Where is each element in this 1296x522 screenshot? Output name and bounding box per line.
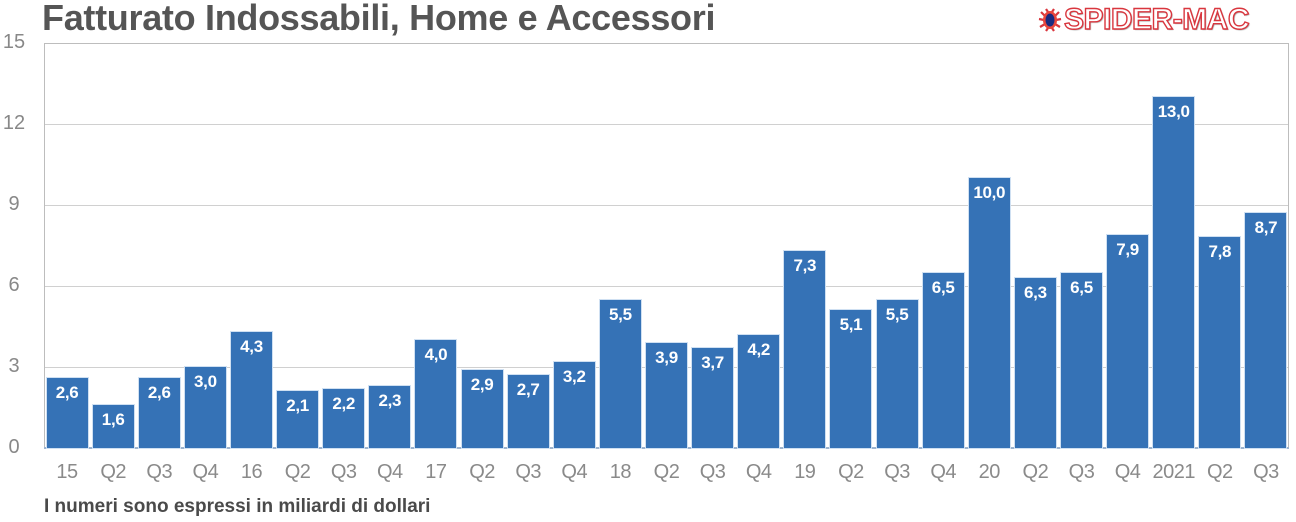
bar: 4,0 [415, 340, 457, 448]
gridline [45, 124, 1288, 125]
logo-text: SPIDER-MAC [1063, 2, 1250, 36]
x-tick-label: 20 [978, 461, 1001, 483]
bar: 2,3 [369, 385, 411, 448]
y-tick-label: 0 [8, 436, 20, 458]
bar: 1,6 [92, 404, 134, 448]
bar-value-label: 2,6 [55, 382, 79, 402]
bar: 2,1 [277, 391, 319, 448]
x-tick-label: Q3 [1068, 461, 1095, 483]
x-tick-label: 15 [56, 461, 78, 483]
y-tick-label: 9 [8, 193, 20, 215]
bar-value-label: 2,9 [470, 374, 494, 394]
x-tick-label: 2021 [1152, 461, 1195, 483]
bar-value-label: 7,9 [1116, 239, 1139, 259]
bar: 3,9 [645, 342, 688, 448]
bar-value-label: 5,5 [885, 304, 909, 324]
bar: 2,6 [46, 377, 88, 448]
x-tick-label: Q2 [469, 461, 495, 483]
x-tick-label: Q2 [1206, 461, 1233, 483]
bar: 2,7 [507, 375, 549, 448]
bar: 6,5 [922, 272, 964, 448]
y-tick-label: 15 [2, 31, 26, 53]
bar: 3,2 [553, 361, 595, 448]
x-tick-label: Q4 [192, 461, 219, 483]
bar: 4,3 [230, 331, 273, 448]
bar: 7,9 [1107, 234, 1149, 448]
bar-value-label: 13,0 [1157, 102, 1190, 121]
bar-value-label: 3,7 [701, 353, 724, 373]
bar: 8,7 [1245, 213, 1287, 448]
bar-value-label: 7,3 [793, 255, 817, 275]
x-tick-label: Q3 [146, 461, 173, 483]
bar: 3,0 [184, 367, 226, 448]
bar-value-label: 6,5 [1070, 277, 1093, 297]
bar-value-label: 3,9 [655, 347, 678, 367]
spider-mac-logo: SPIDER-MAC [1038, 2, 1250, 38]
bar-value-label: 4,0 [424, 345, 448, 364]
bar-value-label: 7,8 [1208, 242, 1232, 262]
bar: 5,5 [599, 299, 641, 448]
spider-icon [1038, 6, 1062, 34]
bar: 3,7 [692, 348, 734, 448]
bar: 2,2 [323, 388, 365, 448]
bar-value-label: 5,1 [839, 315, 863, 335]
bar-value-label: 3,2 [562, 366, 586, 386]
x-tick-label: Q3 [699, 461, 726, 483]
bar: 5,5 [876, 299, 918, 448]
bar-value-label: 2,6 [147, 382, 171, 402]
bar-value-label: 6,3 [1024, 282, 1047, 302]
x-tick-label: 17 [425, 461, 447, 483]
bar-value-label: 8,7 [1254, 218, 1278, 238]
bar: 4,2 [738, 334, 780, 448]
gridline [45, 205, 1288, 206]
bar-value-label: 10,0 [973, 183, 1006, 202]
x-tick-label: Q3 [515, 461, 541, 483]
x-tick-label: Q4 [376, 461, 403, 483]
bar: 13,0 [1153, 97, 1195, 448]
bar: 2,6 [138, 377, 180, 448]
units-note: I numeri sono espressi in miliardi di do… [44, 496, 431, 517]
x-tick-label: Q4 [745, 461, 772, 483]
y-tick-label: 3 [8, 355, 20, 377]
x-axis-line [44, 447, 1289, 449]
bar-value-label: 4,3 [240, 336, 263, 356]
bar: 6,3 [1014, 277, 1056, 448]
bar-value-label: 2,1 [286, 396, 309, 416]
bar-value-label: 6,5 [931, 277, 955, 297]
x-tick-label: Q2 [653, 461, 680, 483]
x-tick-label: Q2 [100, 461, 126, 483]
bar-value-label: 4,2 [747, 339, 771, 359]
bar: 7,3 [784, 250, 826, 448]
x-tick-label: 19 [794, 461, 816, 483]
bar-value-label: 5,5 [609, 304, 632, 324]
bar: 2,9 [461, 369, 503, 448]
bar: 6,5 [1060, 272, 1103, 448]
x-tick-label: Q4 [561, 461, 588, 483]
bar-value-label: 1,6 [101, 409, 125, 429]
x-tick-label: 16 [240, 461, 263, 483]
x-tick-label: Q3 [884, 461, 910, 483]
y-tick-label: 12 [2, 112, 26, 134]
x-tick-label: Q2 [838, 461, 864, 483]
bar-value-label: 2,7 [516, 380, 540, 400]
gridline [45, 286, 1288, 287]
x-tick-label: Q2 [1022, 461, 1049, 483]
bar-value-label: 2,2 [332, 393, 356, 413]
bar: 7,8 [1199, 237, 1241, 448]
bar-value-label: 3,0 [194, 372, 217, 391]
x-tick-label: 18 [609, 461, 632, 483]
x-tick-label: Q3 [1253, 461, 1279, 483]
x-tick-label: Q4 [1114, 461, 1141, 483]
x-tick-label: Q2 [284, 461, 311, 483]
x-tick-label: Q4 [930, 461, 956, 483]
bar: 10,0 [968, 178, 1010, 448]
x-tick-label: Q3 [330, 461, 357, 483]
bar-value-label: 2,3 [378, 390, 402, 410]
bar: 5,1 [830, 310, 872, 448]
y-tick-label: 6 [8, 274, 20, 296]
chart-title: Fatturato Indossabili, Home e Accessori [42, 0, 716, 38]
